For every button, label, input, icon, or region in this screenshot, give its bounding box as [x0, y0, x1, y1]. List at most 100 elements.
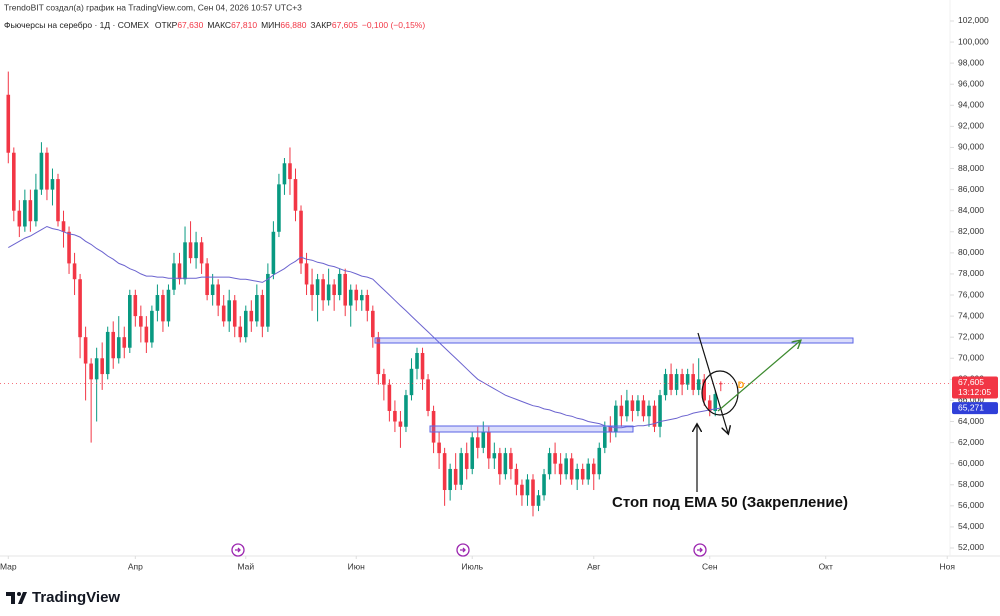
legend-item: 67,605 — [332, 20, 358, 30]
candle-body — [597, 447, 602, 475]
y-tick-label: 84,000 — [958, 205, 984, 215]
ema-price-box — [952, 402, 998, 415]
candle-body — [641, 400, 646, 417]
candle-body — [238, 326, 243, 338]
y-tick-label: 74,000 — [958, 310, 984, 320]
y-tick-label: 78,000 — [958, 268, 984, 278]
candle-body — [343, 273, 347, 306]
event-icons — [231, 543, 707, 557]
candle-body — [221, 305, 226, 322]
y-tick-label: 86,000 — [958, 184, 984, 194]
candle-body — [337, 273, 342, 296]
y-tick-label: 80,000 — [958, 247, 984, 257]
candle-body — [426, 379, 430, 411]
candle-body — [50, 179, 55, 190]
last-price-label: 67,605 — [958, 377, 984, 387]
legend-item: 67,810 — [231, 20, 257, 30]
candle-body — [503, 453, 508, 475]
candle-body — [409, 368, 414, 396]
candle-body — [553, 453, 557, 464]
y-tick-label: 62,000 — [958, 437, 984, 447]
x-tick-label: Июн — [348, 561, 365, 571]
candle-body — [459, 453, 463, 485]
event-icon — [456, 543, 470, 557]
candle-body — [249, 310, 254, 322]
candle-body — [61, 221, 66, 232]
legend-item: ЗАКР — [310, 20, 332, 30]
candle-body — [216, 284, 220, 306]
candle-body — [691, 374, 695, 390]
candle-body — [172, 263, 176, 290]
candle-body — [155, 295, 160, 311]
candle-body — [492, 453, 497, 459]
candle-body — [321, 279, 325, 301]
candle-body — [608, 426, 613, 433]
candle-body — [89, 363, 93, 380]
candle-body — [387, 384, 392, 411]
candle-body — [520, 484, 524, 496]
candle-body — [34, 189, 38, 222]
circle-drawing — [701, 370, 739, 416]
candle-body — [39, 152, 44, 190]
candle-body — [542, 474, 546, 496]
candle-body — [45, 152, 49, 190]
candle-body — [354, 289, 359, 301]
x-tick-label: Окт — [819, 561, 833, 571]
logo-dot — [17, 592, 21, 596]
candle-body — [431, 410, 436, 443]
candle-body — [183, 242, 187, 280]
candle-body — [128, 295, 132, 348]
candle-body — [188, 242, 193, 259]
candle-body — [481, 432, 486, 448]
candle-body — [282, 163, 287, 185]
ema-price-label: 65,271 — [958, 402, 984, 412]
candle-body — [260, 295, 265, 327]
candle-body — [210, 284, 215, 296]
candle-body — [636, 400, 640, 411]
x-tick-label: Ноя — [940, 561, 956, 571]
candle-body — [707, 400, 712, 411]
candle-body — [487, 432, 491, 459]
candle-body — [437, 442, 441, 454]
candle-body — [315, 279, 320, 296]
candle-body — [83, 337, 88, 364]
candle-body — [111, 331, 116, 359]
candle-body — [288, 163, 292, 180]
candle-body — [498, 453, 502, 475]
y-tick-label: 64,000 — [958, 416, 984, 426]
candle-body — [266, 273, 270, 327]
candle-body — [558, 463, 563, 475]
candle-body — [365, 295, 370, 311]
candle-body — [332, 284, 336, 296]
header: TrendoBIT создал(а) график на TradingVie… — [4, 2, 302, 12]
candle-body — [393, 410, 397, 422]
x-tick-label: Апр — [128, 561, 143, 571]
candle-body — [17, 210, 22, 227]
candle-body — [404, 395, 408, 427]
candle-body — [100, 358, 104, 375]
arrow-down — [697, 332, 728, 433]
x-tick-label: Авг — [587, 561, 600, 571]
y-tick-label: 52,000 — [958, 542, 984, 552]
candle-body — [150, 310, 154, 343]
footer-brand: TradingView — [32, 589, 120, 606]
y-tick-label: 58,000 — [958, 479, 984, 489]
candle-body — [603, 426, 607, 448]
legend-item: ОТКР — [155, 20, 178, 30]
candle-body — [470, 437, 475, 469]
legend-item: −0,100 (−0,15%) — [362, 20, 425, 30]
candle-body — [569, 458, 574, 480]
y-tick-label: 76,000 — [958, 289, 984, 299]
candle-body — [359, 295, 364, 301]
candle-body — [713, 394, 718, 411]
candle-body — [6, 94, 11, 153]
candle-body — [630, 400, 635, 411]
ema-line — [8, 225, 721, 429]
x-tick-label: Мар — [0, 561, 17, 571]
candle-body — [12, 152, 16, 211]
candle-body — [464, 453, 469, 469]
candle-body — [525, 479, 530, 496]
candle-body — [205, 263, 209, 296]
candle-body — [23, 200, 27, 227]
